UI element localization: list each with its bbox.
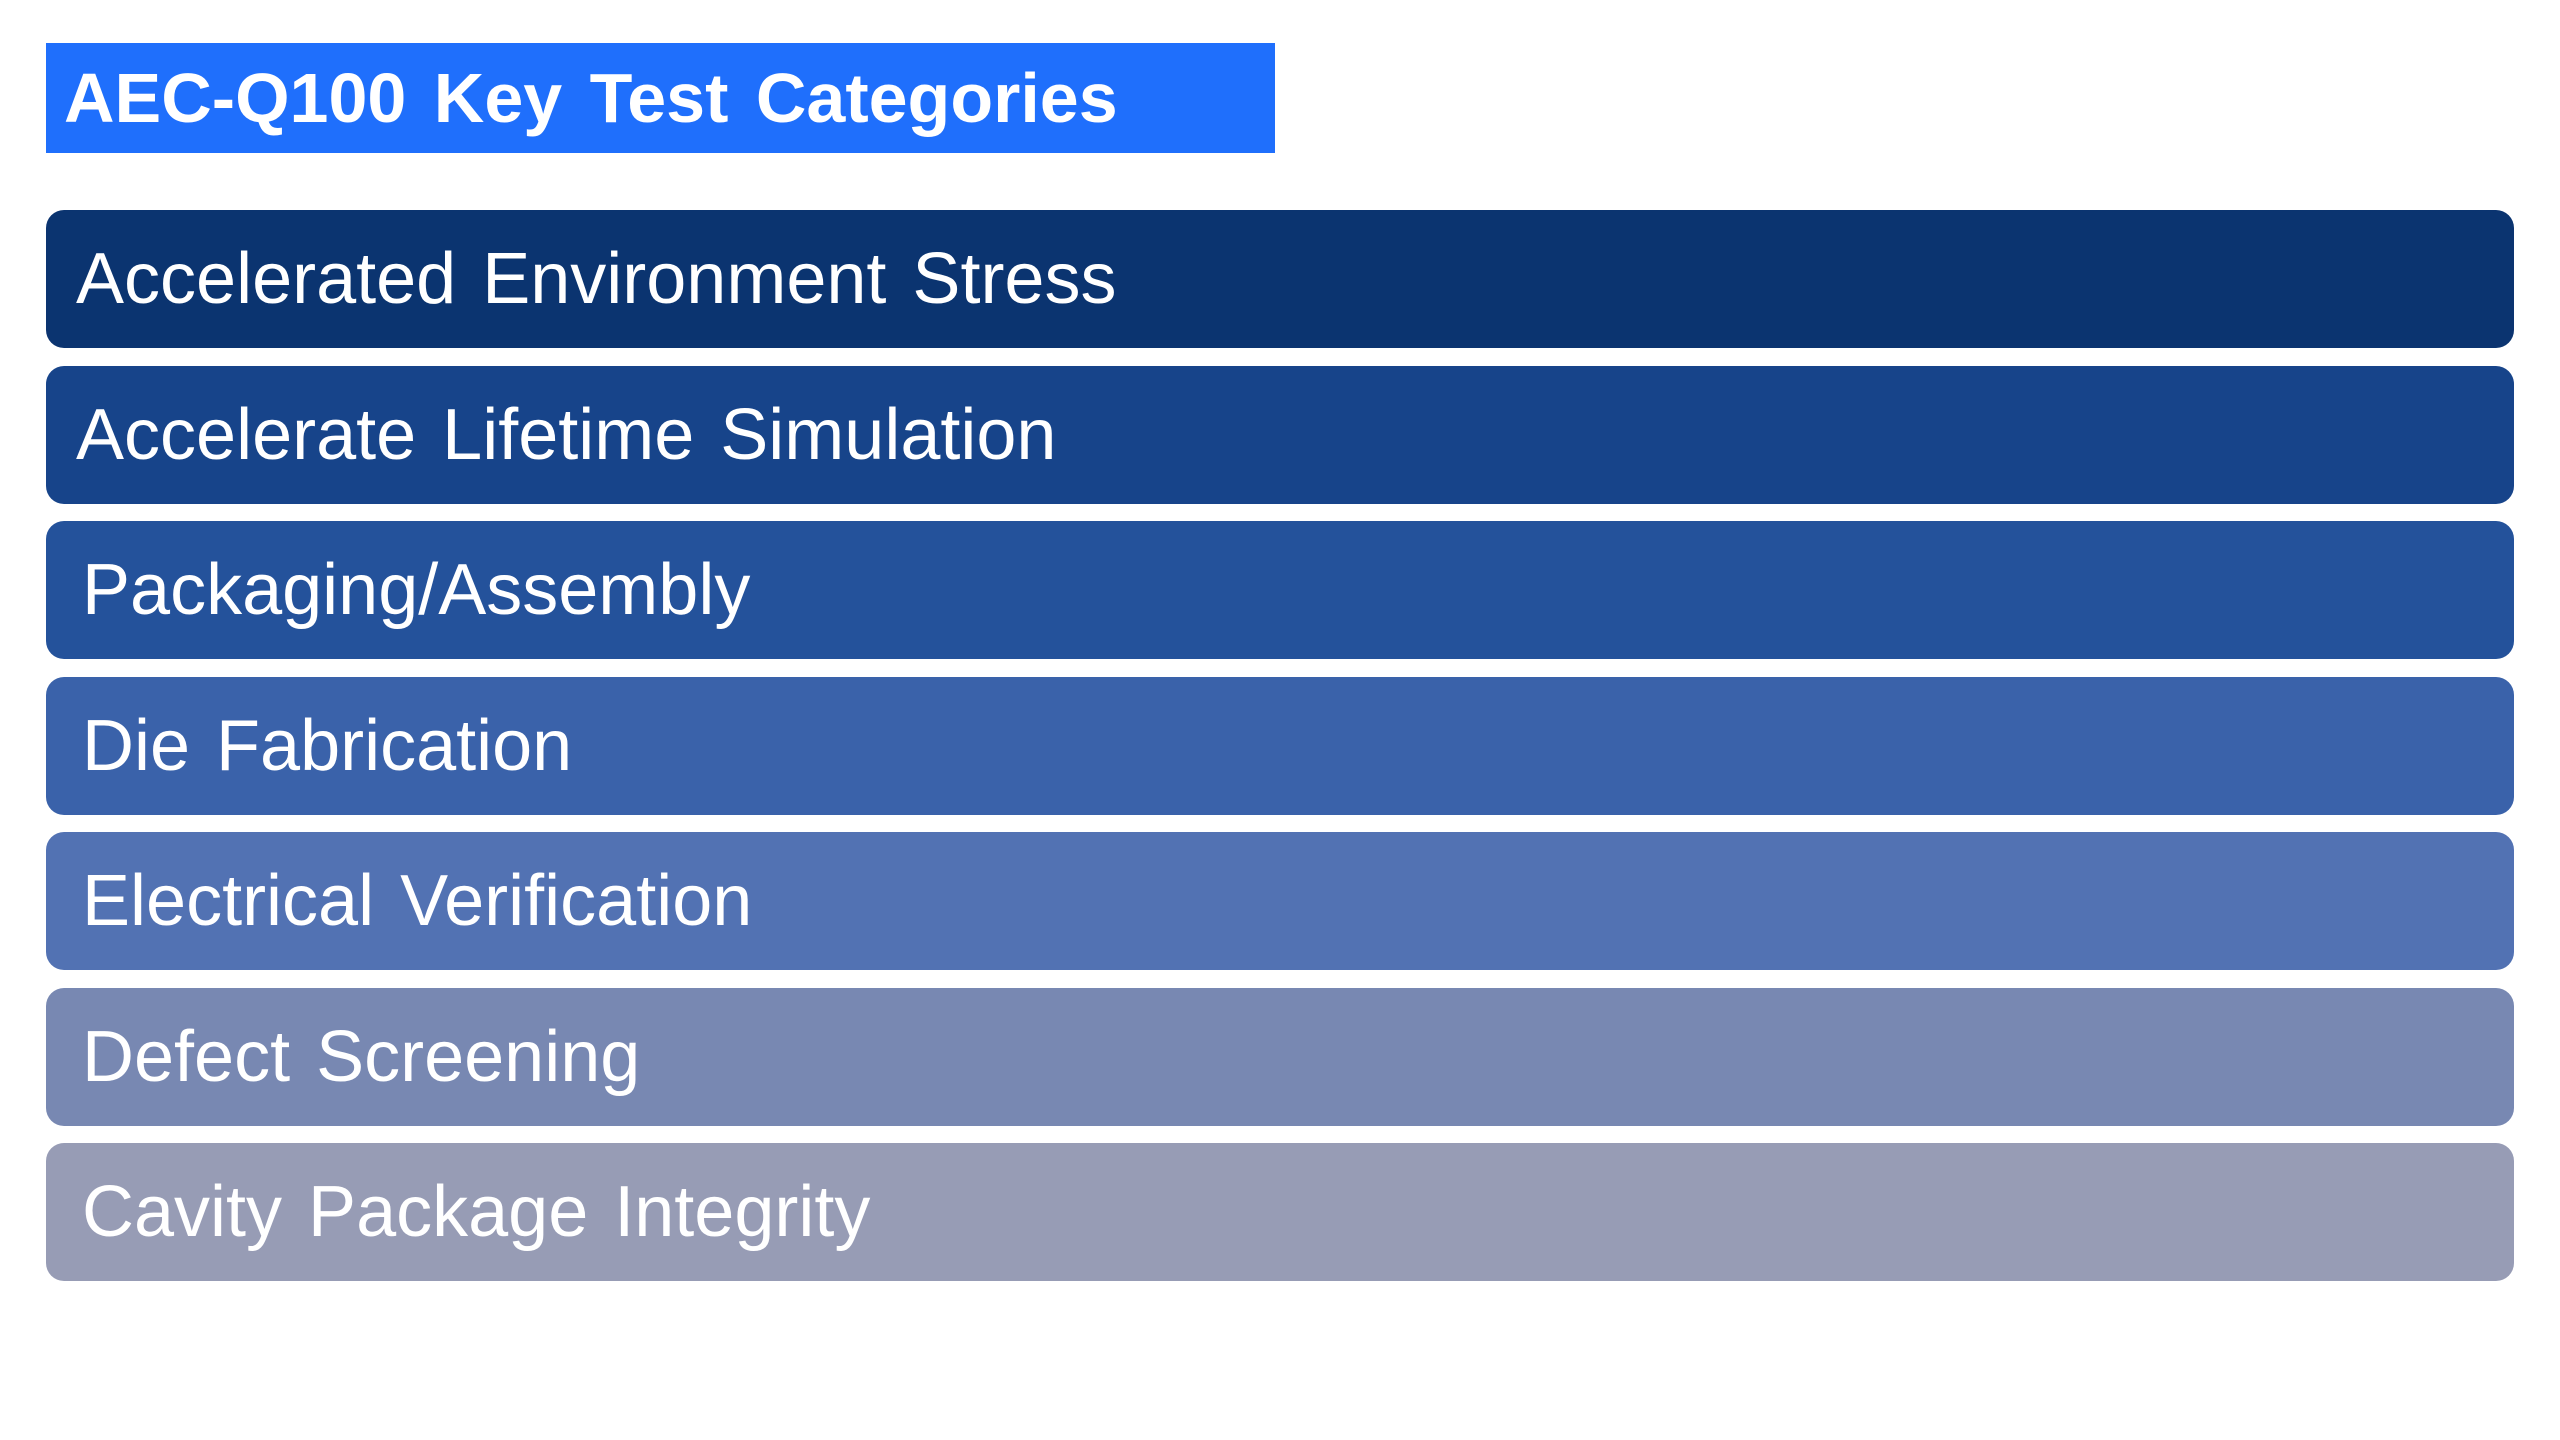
category-bar: Cavity Package Integrity [46,1143,2514,1281]
category-bar: Packaging/Assembly [46,521,2514,659]
category-bar: Die Fabrication [46,676,2514,815]
category-bar: Electrical Verification [46,832,2514,970]
category-bar: Accelerated Environment Stress [46,210,2514,348]
category-list: Accelerated Environment Stress Accelerate… [46,210,2514,1299]
category-bar: Defect Screening [46,987,2514,1126]
title-banner: AEC-Q100 Key Test Categories [46,43,1275,153]
category-bar: Accelerate Lifetime Simulation [46,365,2514,504]
